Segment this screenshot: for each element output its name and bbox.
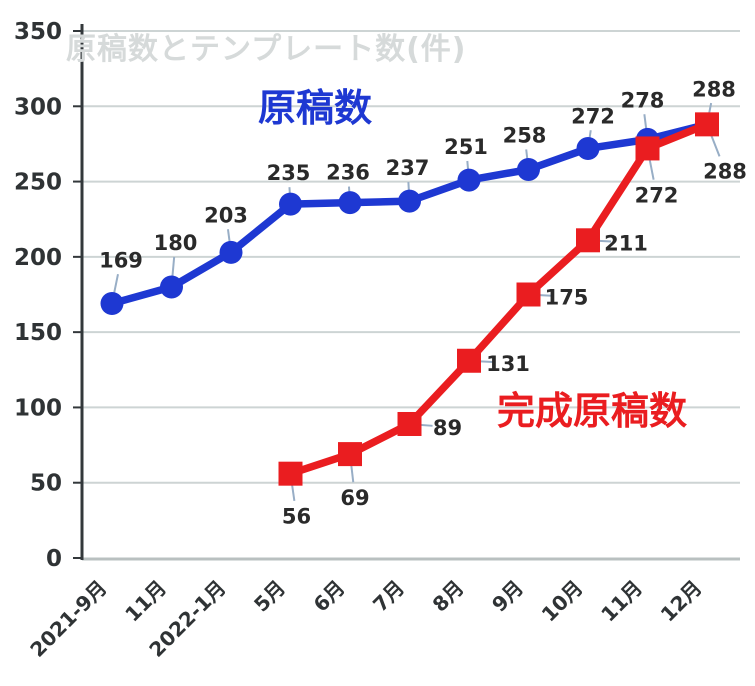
- y-axis-label: 50: [30, 471, 62, 497]
- series-label-blue: 原稿数: [258, 86, 372, 130]
- x-axis-label: 8月: [428, 576, 469, 617]
- gridlines: [82, 30, 740, 484]
- data-point-marker: [398, 189, 421, 213]
- y-axis-label: 350: [14, 19, 62, 45]
- leader-line: [171, 256, 176, 279]
- data-point-marker: [279, 192, 302, 216]
- data-point-marker: [397, 411, 422, 436]
- data-label: 169: [99, 249, 143, 273]
- leader-line: [112, 274, 119, 295]
- y-axis-label: 100: [14, 395, 62, 421]
- data-label: 180: [154, 231, 198, 255]
- data-label: 251: [444, 135, 488, 159]
- data-point-marker: [338, 442, 362, 467]
- x-axis-label: 7月: [368, 576, 409, 617]
- y-axis-label: 0: [46, 546, 62, 572]
- axes: [73, 24, 740, 561]
- data-point-marker: [635, 136, 660, 161]
- series-line: [108, 120, 711, 308]
- data-point-marker: [695, 112, 719, 137]
- data-label: 175: [545, 286, 589, 310]
- data-point-marker: [517, 158, 540, 182]
- data-label: 131: [486, 352, 530, 376]
- y-axis-labels: 0 50 100 150 200 250 300 350: [14, 19, 62, 572]
- leader-line: [709, 132, 721, 157]
- data-label: 278: [621, 88, 665, 112]
- x-axis-label: 11月: [120, 576, 171, 627]
- x-axis-label: 12月: [656, 576, 707, 627]
- data-label: 272: [571, 104, 615, 128]
- y-axis-label: 150: [14, 320, 62, 346]
- leader-line: [350, 462, 355, 483]
- data-label: 235: [267, 161, 311, 185]
- x-axis-label: 6月: [309, 576, 350, 617]
- data-label: 272: [635, 183, 679, 207]
- data-point-marker: [457, 348, 481, 373]
- data-label: 89: [433, 416, 462, 440]
- y-axis-label: 250: [14, 170, 62, 196]
- data-point-marker: [338, 191, 362, 215]
- data-point-marker: [278, 461, 303, 486]
- data-point-marker: [219, 240, 243, 264]
- series-label-red: 完成原稿数: [497, 389, 687, 433]
- x-axis-label: 9月: [487, 576, 528, 617]
- data-label: 288: [692, 77, 736, 101]
- data-label: 288: [703, 159, 747, 183]
- x-axis-label: 11月: [596, 576, 647, 627]
- y-axis-label: 200: [14, 245, 62, 271]
- data-label: 211: [604, 231, 648, 255]
- y-axis-label: 300: [14, 94, 62, 120]
- data-point-marker: [576, 228, 600, 253]
- data-point-marker: [100, 292, 124, 316]
- data-point-marker: [576, 136, 600, 160]
- data-point-marker: [457, 168, 481, 192]
- data-point-markers: [100, 112, 719, 486]
- x-axis-label: 2021-9月: [25, 576, 111, 662]
- leader-line: [648, 157, 655, 180]
- leader-line: [643, 114, 648, 131]
- data-label: 236: [326, 161, 370, 185]
- chart-title: 原稿数とテンプレート数(件): [66, 32, 467, 67]
- x-axis-label: 5月: [249, 576, 290, 617]
- data-point-marker: [516, 282, 541, 307]
- x-axis-label: 10月: [537, 576, 588, 627]
- data-label: 69: [340, 486, 369, 510]
- data-label: 258: [503, 124, 547, 148]
- data-label: 237: [386, 156, 430, 180]
- data-point-marker: [160, 275, 183, 299]
- data-label: 203: [204, 203, 248, 227]
- data-label: 56: [282, 505, 311, 529]
